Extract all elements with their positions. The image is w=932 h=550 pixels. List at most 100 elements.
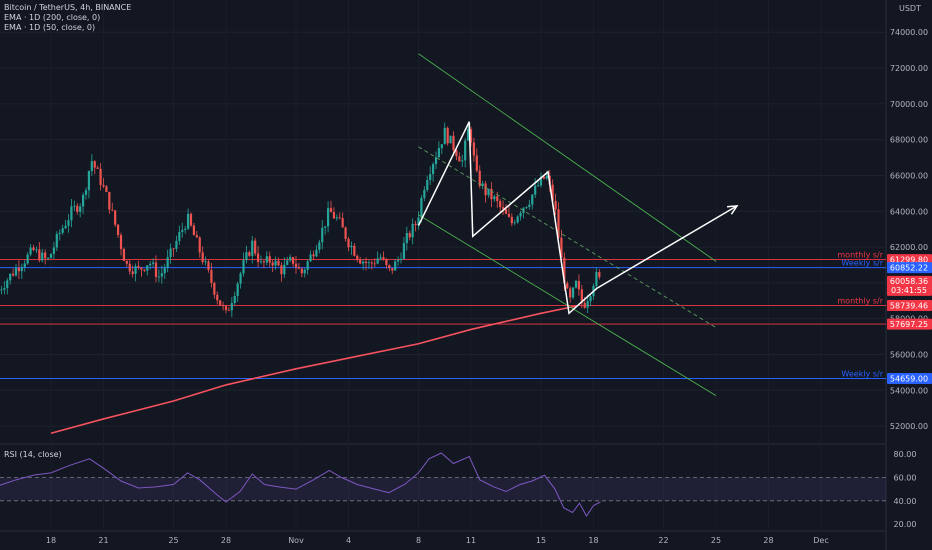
price-level-tag-value: 60852.22: [890, 264, 928, 273]
candle-body: [114, 210, 117, 225]
chart-legend: Bitcoin / TetherUS, 4h, BINANCE EMA · 1D…: [4, 3, 131, 33]
candle-body: [195, 235, 198, 238]
level-line-label: monthly s/r: [837, 251, 883, 260]
candle-body: [259, 261, 263, 263]
candle-body: [207, 261, 210, 271]
ema200-legend[interactable]: EMA · 1D (200, close, 0): [4, 13, 101, 22]
candle-body: [367, 262, 371, 264]
candle-body: [99, 168, 102, 185]
candle-body: [268, 256, 271, 263]
candle-body: [119, 235, 123, 250]
pattern-path: [417, 121, 598, 315]
time-tick-label: 8: [416, 536, 421, 545]
time-tick-label: 22: [658, 536, 668, 545]
candle-body: [46, 258, 50, 259]
rsi-pane: 20.00 40.00 60.00 80.00: [0, 450, 916, 529]
candle-body: [17, 267, 21, 272]
candle-body: [87, 171, 91, 191]
candle-body: [289, 257, 292, 261]
candle-body: [402, 243, 406, 259]
price-tick-label: 72000.00: [890, 64, 928, 73]
candle-body: [356, 255, 359, 260]
candle-body: [484, 183, 487, 196]
candle-body: [452, 135, 455, 151]
candle-body: [277, 260, 280, 266]
symbol-title[interactable]: Bitcoin / TetherUS, 4h, BINANCE: [4, 3, 132, 12]
candle-body: [256, 253, 260, 263]
candle-body: [271, 262, 274, 266]
candle-body: [318, 242, 321, 250]
candle-body: [364, 261, 368, 264]
level-line-label: Weekly s/r: [841, 259, 883, 268]
candle-body: [245, 252, 248, 261]
candle-body: [545, 175, 548, 179]
candle-body: [146, 265, 149, 271]
candle-body: [309, 254, 312, 262]
candle-body: [501, 207, 505, 209]
price-level-tag: [887, 262, 932, 274]
candle-body: [396, 259, 400, 262]
time-tick-label: 11: [466, 536, 476, 545]
candle-body: [213, 282, 216, 295]
candle-body: [102, 184, 105, 187]
candle-body: [321, 227, 324, 243]
candle-body: [423, 189, 426, 198]
candle-body: [478, 170, 481, 186]
candle-body: [315, 249, 318, 257]
candle-body: [44, 252, 47, 259]
candle-body: [210, 270, 213, 283]
candle-body: [353, 245, 356, 256]
price-tick-label: 56000.00: [890, 350, 928, 359]
candle-body: [344, 227, 347, 239]
candle-body: [455, 150, 458, 157]
candle-body: [589, 296, 592, 302]
candle-body: [513, 222, 516, 224]
candle-body: [350, 245, 353, 248]
candle-body: [239, 273, 242, 284]
candle-body: [169, 248, 172, 258]
rsi-legend[interactable]: RSI (14, close): [4, 450, 62, 459]
drawings-layer[interactable]: [417, 53, 739, 397]
price-level-tag: [887, 318, 932, 330]
candle-body: [341, 218, 344, 228]
candle-body: [557, 209, 560, 238]
candle-body: [283, 264, 286, 275]
candle-body: [227, 310, 231, 311]
price-level-tag-value: 58739.46: [890, 301, 928, 310]
ema-200-line: [50, 305, 577, 435]
candle-body: [160, 273, 163, 277]
candle-body: [204, 261, 207, 263]
candle-body: [219, 300, 222, 306]
candle-body: [61, 228, 64, 233]
candle-body: [140, 267, 143, 270]
candle-body: [38, 249, 41, 261]
candle-body: [525, 206, 528, 208]
candle-body: [394, 261, 397, 271]
candle-body: [534, 185, 537, 195]
candle-body: [84, 190, 88, 195]
candle-body: [563, 257, 566, 284]
candle-body: [105, 186, 108, 192]
candle-body: [391, 268, 394, 271]
last-price-tag: [887, 275, 932, 296]
candle-body: [262, 261, 266, 263]
candle-body: [414, 223, 417, 226]
candle-body: [73, 205, 76, 207]
candle-body: [236, 283, 239, 296]
candle-body: [32, 247, 35, 251]
candle-body: [359, 259, 362, 264]
candle-body: [23, 263, 26, 268]
candle-body: [571, 287, 575, 298]
candle-body: [598, 272, 601, 278]
ema50-legend[interactable]: EMA · 1D (50, close, 0): [4, 23, 96, 32]
time-tick-label: 28: [763, 536, 773, 545]
candle-body: [504, 208, 508, 214]
candle-body: [411, 223, 414, 238]
candle-body: [429, 174, 432, 180]
candle-body: [111, 209, 114, 211]
candle-body: [560, 237, 563, 258]
